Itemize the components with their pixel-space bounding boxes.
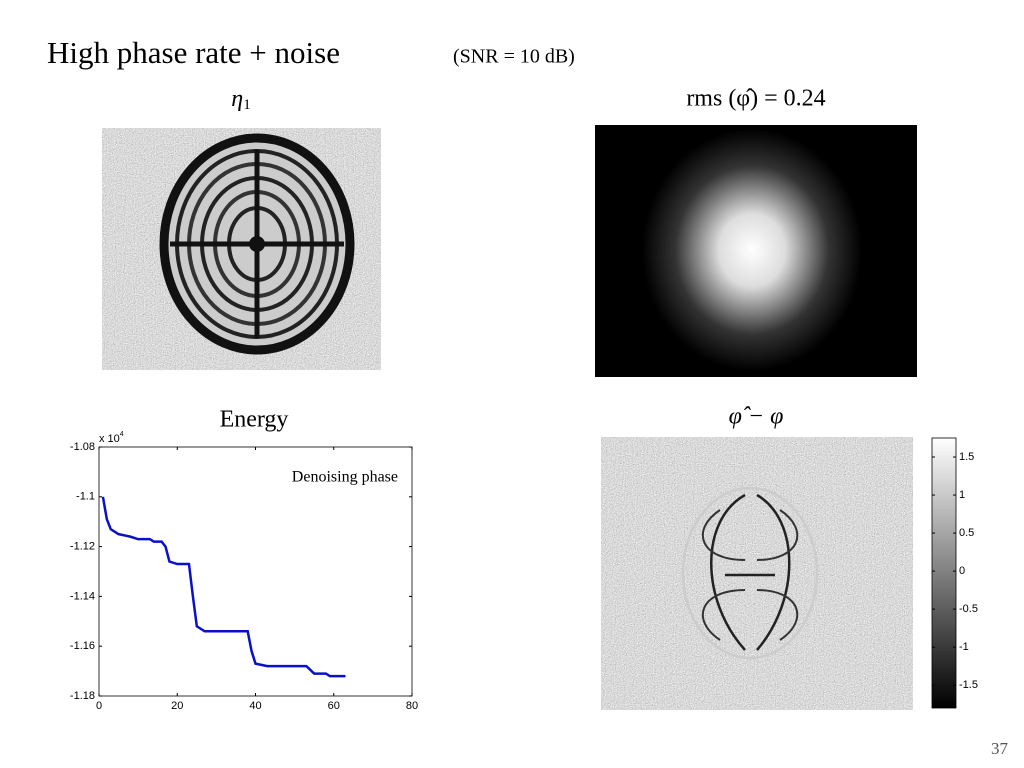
multiplier-exponent: 4	[120, 431, 124, 438]
colorbar-label: 1	[959, 489, 965, 501]
y-tick-label: -1.1	[76, 491, 95, 503]
y-tick-label: -1.16	[70, 640, 95, 652]
x-tick-label: 60	[328, 700, 340, 712]
slide-title: High phase rate + noise	[47, 35, 340, 70]
colorbar-label: -1.5	[959, 679, 978, 691]
y-tick-label: -1.12	[70, 541, 95, 553]
x-tick-label: 0	[96, 700, 102, 712]
colorbar-label: -0.5	[959, 603, 978, 615]
colorbar-label: -1	[959, 641, 969, 653]
x-tick-label: 40	[249, 700, 261, 712]
chart-title: Energy	[220, 407, 289, 433]
x-tick-label: 80	[406, 700, 418, 712]
y-tick-label: -1.14	[70, 590, 95, 602]
slide-subtitle: (SNR = 10 dB)	[453, 46, 575, 68]
multiplier-base: x 10	[99, 433, 120, 445]
energy-line	[101, 496, 346, 678]
symbol: η	[231, 86, 243, 112]
panel-title: rms (φ̂) = 0.24	[686, 86, 825, 112]
y-tick-label: -1.08	[70, 441, 95, 453]
colorbar-label: 0	[959, 565, 965, 577]
subscript: 1	[243, 97, 251, 113]
rms-image	[595, 125, 917, 377]
eta-image	[102, 128, 381, 370]
panel-title: η1	[231, 86, 250, 114]
colorbar-label: 1.5	[959, 451, 974, 463]
annotation: Denoising phase	[292, 469, 398, 486]
panel-title: φ̂ − φ	[729, 404, 784, 430]
colorbar	[931, 437, 957, 709]
error-image	[601, 437, 913, 710]
y-tick-label: -1.18	[70, 690, 95, 702]
colorbar-label: 0.5	[959, 527, 974, 539]
x-tick-label: 20	[171, 700, 183, 712]
page-number: 37	[991, 739, 1009, 758]
axis-multiplier: x 104	[99, 431, 124, 445]
